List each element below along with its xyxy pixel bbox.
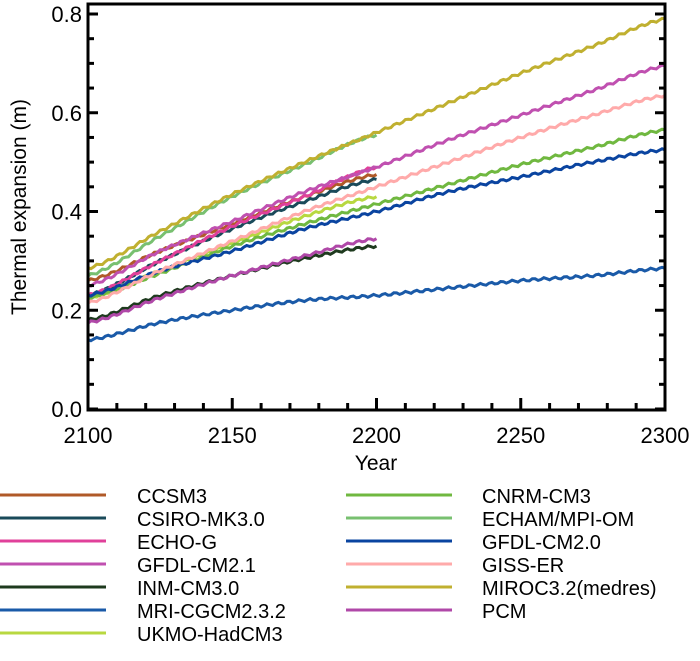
x-tick-label: 2200	[352, 423, 401, 448]
legend-item: PCM	[346, 601, 526, 623]
legend-item: GISS-ER	[346, 555, 564, 577]
y-tick-label: 0.0	[51, 397, 82, 422]
y-tick-label: 0.8	[51, 2, 82, 27]
legend-item: GFDL-CM2.0	[346, 532, 601, 554]
series-line-miroc3-2-medres-	[87, 16, 666, 271]
legend-item: CNRM-CM3	[346, 486, 591, 508]
series-line-echo-g	[87, 165, 378, 297]
series-line-mri-cgcm2-3-2	[87, 265, 666, 343]
legend-label: INM-CM3.0	[137, 578, 239, 600]
series-line-gfdl-cm2-0	[87, 147, 666, 298]
legend-item: MIROC3.2(medres)	[346, 578, 656, 600]
y-tick-label: 0.2	[51, 298, 82, 323]
y-tick-label: 0.4	[51, 200, 82, 225]
y-axis-label: Thermal expansion (m)	[8, 99, 31, 315]
legend-item: ECHO-G	[0, 532, 217, 554]
legend-label: GFDL-CM2.1	[137, 555, 256, 577]
x-tick-label: 2300	[641, 423, 690, 448]
x-tick-label: 2250	[496, 423, 545, 448]
x-axis-label: Year	[355, 452, 397, 475]
axes: 0.0 0.2 0.4 0.6 0.8 2100 2150 2200 2250 2300	[51, 2, 689, 448]
legend-label: CSIRO-MK3.0	[137, 509, 265, 531]
legend-label: ECHAM/MPI-OM	[482, 509, 634, 531]
legend-label: CNRM-CM3	[482, 486, 591, 508]
x-tick-label: 2150	[208, 423, 257, 448]
legend-item: GFDL-CM2.1	[0, 555, 256, 577]
legend-label: MIROC3.2(medres)	[482, 578, 656, 600]
legend-label: GFDL-CM2.0	[482, 532, 601, 554]
series-line-giss-er	[87, 94, 666, 305]
series-line-cnrm-cm3	[87, 127, 666, 301]
legend-label: CCSM3	[137, 486, 207, 508]
y-tick-label: 0.6	[51, 101, 82, 126]
x-tick-label: 2100	[64, 423, 113, 448]
legend-label: PCM	[482, 601, 526, 623]
series-line-gfdl-cm2-1	[87, 63, 666, 288]
legend-item: CSIRO-MK3.0	[0, 509, 265, 531]
legend-label: MRI-CGCM2.3.2	[137, 601, 286, 623]
legend-label: ECHO-G	[137, 532, 217, 554]
series-line-pcm	[87, 237, 378, 325]
series-lines	[87, 16, 666, 343]
legend-item: INM-CM3.0	[0, 578, 239, 600]
legend-label: UKMO-HadCM3	[137, 624, 283, 646]
legend: CCSM3CSIRO-MK3.0ECHO-GGFDL-CM2.1INM-CM3.…	[0, 486, 656, 646]
legend-item: MRI-CGCM2.3.2	[0, 601, 286, 623]
plot-frame	[86, 2, 667, 412]
legend-item: ECHAM/MPI-OM	[346, 509, 634, 531]
legend-item: UKMO-HadCM3	[0, 624, 283, 646]
legend-label: GISS-ER	[482, 555, 564, 577]
legend-item: CCSM3	[0, 486, 207, 508]
